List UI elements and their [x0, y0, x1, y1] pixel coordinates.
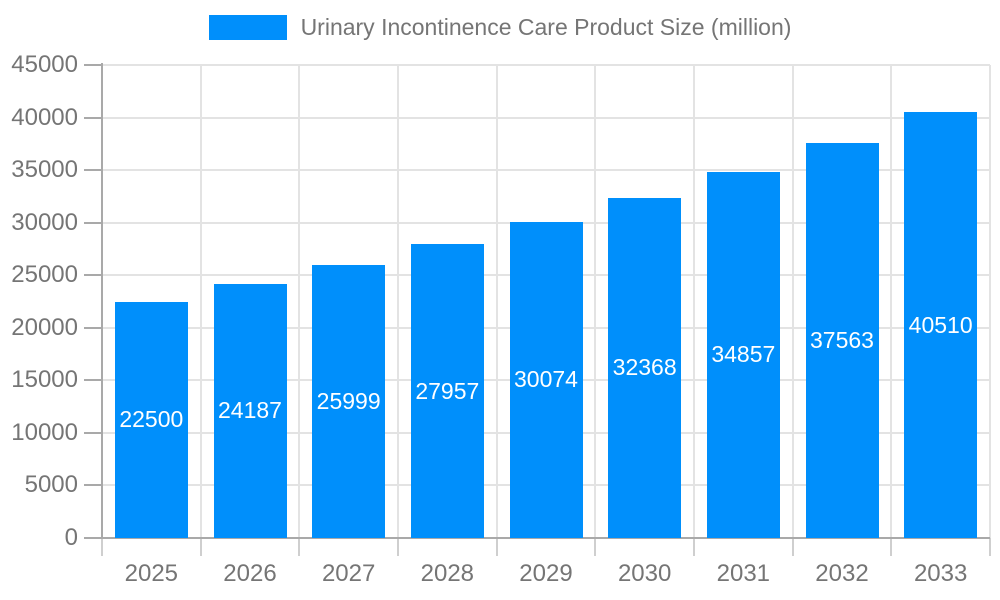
legend-swatch [208, 15, 287, 40]
x-axis-tick-label: 2027 [321, 560, 376, 587]
bar-value-label: 24187 [218, 397, 282, 424]
horizontal-gridline [102, 64, 990, 66]
x-axis-tick-label: 2032 [815, 560, 869, 587]
y-axis-tick [84, 169, 102, 172]
legend-label: Urinary Incontinence Care Product Size (… [300, 14, 792, 40]
bar[interactable]: 22500 [114, 301, 188, 538]
vertical-gridline [989, 65, 991, 538]
y-axis-tick [84, 379, 102, 382]
horizontal-gridline [102, 169, 990, 172]
x-axis-tick-label: 2033 [913, 560, 968, 587]
vertical-gridline [594, 65, 597, 538]
bar[interactable]: 27957 [410, 244, 484, 538]
bar-value-label: 27957 [415, 377, 480, 404]
legend[interactable]: Urinary Incontinence Care Product Size (… [0, 14, 1000, 41]
y-axis-tick [84, 326, 102, 329]
x-axis-tick [890, 538, 893, 556]
bar-value-label: 25999 [316, 387, 381, 414]
x-axis-tick-label: 2031 [716, 560, 771, 587]
bar[interactable]: 25999 [312, 264, 386, 538]
bar-value-label: 32368 [612, 354, 677, 381]
y-axis-line [101, 63, 103, 538]
x-axis-tick [298, 538, 301, 556]
y-axis-tick-label: 15000 [11, 366, 78, 394]
vertical-gridline [495, 65, 498, 538]
bar-value-label: 22500 [119, 406, 184, 433]
bar[interactable]: 34857 [706, 171, 780, 538]
y-axis-tick-label: 40000 [11, 103, 78, 131]
x-axis-tick [989, 538, 991, 556]
bar[interactable]: 24187 [213, 283, 287, 538]
x-axis-tick [791, 538, 794, 556]
x-axis-tick [594, 538, 597, 556]
bar-value-label: 40510 [908, 311, 973, 338]
y-axis-tick [84, 116, 102, 119]
x-axis-tick [397, 538, 399, 556]
bar-value-label: 34857 [711, 341, 776, 368]
y-axis-tick-label: 5000 [24, 471, 78, 499]
y-axis-tick-label: 25000 [11, 261, 78, 289]
y-axis-tick [84, 484, 102, 487]
y-axis-tick-label: 20000 [11, 313, 78, 341]
bar-value-label: 30074 [514, 366, 578, 393]
vertical-gridline [298, 65, 301, 538]
y-axis-tick [84, 431, 102, 434]
bar[interactable]: 32368 [608, 197, 682, 538]
x-axis-tick [495, 538, 498, 556]
y-axis-tick-label: 30000 [11, 208, 78, 236]
x-axis-tick-label: 2029 [519, 560, 573, 587]
x-axis-tick [101, 538, 103, 556]
x-axis-tick [199, 538, 202, 556]
y-axis-tick [84, 274, 102, 277]
x-axis-tick-label: 2030 [617, 560, 672, 587]
x-axis-tick-label: 2028 [420, 560, 475, 587]
y-axis-tick-label: 10000 [11, 418, 78, 446]
x-axis-tick-label: 2026 [223, 560, 277, 587]
y-axis-tick-label: 35000 [11, 156, 78, 184]
bar-value-label: 37563 [810, 327, 874, 354]
vertical-gridline [397, 65, 399, 538]
bar[interactable]: 30074 [509, 221, 583, 538]
x-axis-tick-label: 2025 [124, 560, 179, 587]
x-axis-tick [693, 538, 695, 556]
y-axis-tick-label: 45000 [11, 51, 78, 78]
x-axis-line [84, 537, 990, 539]
horizontal-gridline [102, 116, 990, 119]
vertical-gridline [890, 65, 893, 538]
bar[interactable]: 37563 [805, 143, 879, 538]
vertical-gridline [199, 65, 202, 538]
vertical-gridline [791, 65, 794, 538]
y-axis-tick-label: 0 [64, 524, 78, 551]
bar[interactable]: 40510 [904, 112, 978, 538]
y-axis-tick [84, 221, 102, 224]
vertical-gridline [693, 65, 695, 538]
y-axis-tick [84, 64, 102, 66]
